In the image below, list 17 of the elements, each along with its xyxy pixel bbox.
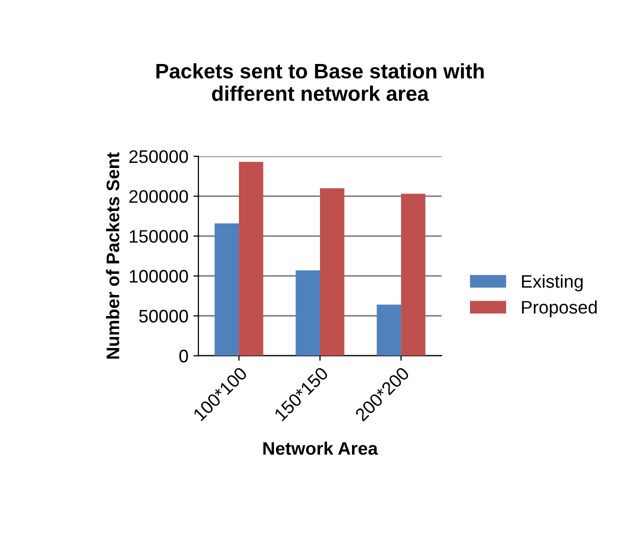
bar [238,162,264,356]
y-tick-label: 200000 [129,190,188,203]
legend-label: Existing [522,274,583,292]
bar [376,304,402,356]
y-tick-label: 250000 [129,150,188,164]
x-axis-title: Network Area [263,442,378,455]
y-tick-label: 50000 [139,310,188,323]
y-tick-label: 150000 [130,230,188,243]
y-tick-label: 100000 [130,270,188,283]
bar [401,194,426,356]
chart-title: Packets sent to Base station with different network area [156,63,484,101]
bar [214,223,239,356]
y-tick-label: 0 [179,350,188,362]
bar [320,188,344,356]
bar [296,270,320,356]
y-axis-title: Number of Packets Sent [106,152,120,359]
legend-label: Proposed [522,300,597,318]
